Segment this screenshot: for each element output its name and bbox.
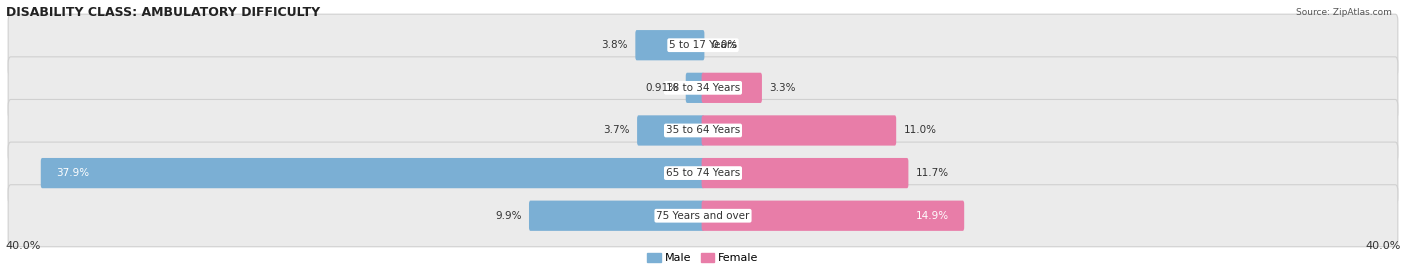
- Legend: Male, Female: Male, Female: [647, 253, 759, 263]
- Text: 40.0%: 40.0%: [6, 241, 41, 251]
- Text: 0.91%: 0.91%: [645, 83, 679, 93]
- FancyBboxPatch shape: [8, 99, 1398, 162]
- Text: 3.7%: 3.7%: [603, 125, 630, 135]
- FancyBboxPatch shape: [636, 30, 704, 60]
- Text: 3.8%: 3.8%: [602, 40, 628, 50]
- Text: 18 to 34 Years: 18 to 34 Years: [666, 83, 740, 93]
- FancyBboxPatch shape: [529, 200, 704, 231]
- Text: 75 Years and over: 75 Years and over: [657, 211, 749, 221]
- Text: DISABILITY CLASS: AMBULATORY DIFFICULTY: DISABILITY CLASS: AMBULATORY DIFFICULTY: [6, 6, 319, 18]
- Text: 65 to 74 Years: 65 to 74 Years: [666, 168, 740, 178]
- Text: 40.0%: 40.0%: [1365, 241, 1400, 251]
- Text: 0.0%: 0.0%: [711, 40, 738, 50]
- FancyBboxPatch shape: [702, 115, 896, 146]
- FancyBboxPatch shape: [702, 200, 965, 231]
- Text: Source: ZipAtlas.com: Source: ZipAtlas.com: [1296, 8, 1392, 17]
- FancyBboxPatch shape: [686, 73, 704, 103]
- FancyBboxPatch shape: [8, 142, 1398, 204]
- Text: 3.3%: 3.3%: [769, 83, 796, 93]
- FancyBboxPatch shape: [41, 158, 704, 188]
- FancyBboxPatch shape: [702, 158, 908, 188]
- FancyBboxPatch shape: [637, 115, 704, 146]
- Text: 5 to 17 Years: 5 to 17 Years: [669, 40, 737, 50]
- FancyBboxPatch shape: [702, 73, 762, 103]
- Text: 11.7%: 11.7%: [915, 168, 949, 178]
- Text: 11.0%: 11.0%: [904, 125, 936, 135]
- FancyBboxPatch shape: [8, 185, 1398, 247]
- Text: 14.9%: 14.9%: [915, 211, 949, 221]
- Text: 37.9%: 37.9%: [56, 168, 89, 178]
- FancyBboxPatch shape: [8, 57, 1398, 119]
- FancyBboxPatch shape: [8, 14, 1398, 76]
- Text: 9.9%: 9.9%: [495, 211, 522, 221]
- Text: 35 to 64 Years: 35 to 64 Years: [666, 125, 740, 135]
